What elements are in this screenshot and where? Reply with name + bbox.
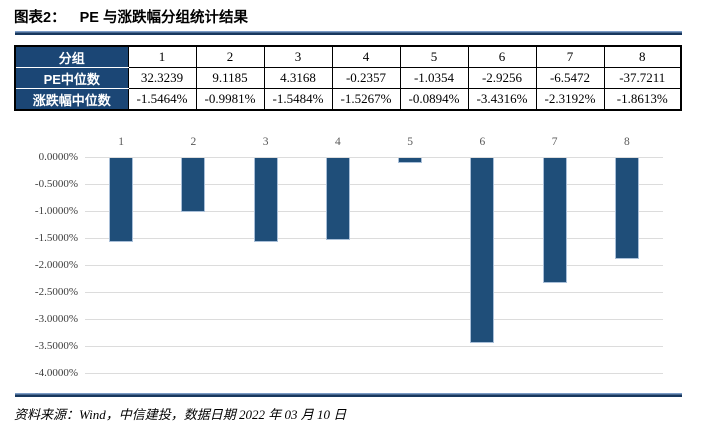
y-axis-tick-label: -0.5000% [34, 178, 78, 190]
y-axis-tick-label: -2.5000% [34, 286, 78, 298]
table-cell: -0.0894% [399, 88, 469, 111]
table-cell: -6.5472 [535, 67, 605, 89]
bar [253, 158, 278, 242]
y-axis-tick-label: 0.0000% [38, 151, 78, 163]
y-axis-tick-label: -3.0000% [34, 313, 78, 325]
gridline [85, 157, 663, 158]
row-header-pe-median: PE中位数 [14, 67, 129, 89]
table-cell: -1.8613% [603, 88, 682, 111]
table-cell: -0.2357 [331, 67, 401, 89]
bar [614, 158, 639, 259]
y-axis-tick-label: -3.5000% [34, 340, 78, 352]
table-cell: -1.5484% [263, 88, 333, 111]
table-cell: 32.3239 [127, 67, 197, 89]
bar [109, 158, 134, 242]
table-cell: -2.9256 [467, 67, 537, 89]
table-cell: -0.9981% [195, 88, 265, 111]
row-header-change-median: 涨跌幅中位数 [14, 88, 129, 111]
figure-title-row: 图表2： PE 与涨跌幅分组统计结果 [14, 6, 248, 27]
x-axis-category-label: 7 [551, 136, 558, 148]
bar [470, 158, 495, 343]
gridline [85, 292, 663, 293]
bar [181, 158, 206, 212]
footer-divider [15, 393, 682, 397]
table-cell: -2.3192% [535, 88, 605, 111]
figure-title: PE 与涨跌幅分组统计结果 [79, 10, 248, 26]
table-cell: 6 [467, 45, 537, 68]
y-axis-tick-label: -1.5000% [34, 232, 78, 244]
table-row-groups: 分组 1 2 3 4 5 6 7 8 [14, 45, 682, 68]
table-cell: -1.5464% [127, 88, 197, 111]
table-cell: 4.3168 [263, 67, 333, 89]
x-axis-category-label: 4 [335, 136, 341, 148]
table-cell: 5 [399, 45, 469, 68]
table-row-change-median: 涨跌幅中位数 -1.5464% -0.9981% -1.5484% -1.526… [14, 88, 682, 111]
table-cell: 7 [535, 45, 605, 68]
gridline [85, 184, 663, 185]
y-axis-tick-label: -4.0000% [34, 367, 78, 379]
table-cell: -3.4316% [467, 88, 537, 111]
bar [325, 158, 350, 240]
table-cell: -37.7211 [603, 67, 682, 89]
table-cell: -1.0354 [399, 67, 469, 89]
gridline [85, 373, 663, 374]
stats-table: 分组 1 2 3 4 5 6 7 8 PE中位数 32.3239 9.1185 … [14, 45, 682, 111]
table-cell: -1.5267% [331, 88, 401, 111]
y-axis-tick-label: -1.0000% [34, 205, 78, 217]
x-axis-category-label: 5 [407, 136, 413, 148]
gridline [85, 265, 663, 266]
table-cell: 3 [263, 45, 333, 68]
bar [542, 158, 567, 283]
x-axis-category-label: 2 [190, 136, 197, 148]
bar-chart: 0.0000% -0.5000% -1.0000% -1.5000% -2.0000% -… [0, 115, 702, 387]
source-note: 资料来源：Wind，中信建投，数据日期 2022 年 03 月 10 日 [14, 407, 347, 422]
gridline [85, 346, 663, 347]
x-axis-category-label: 6 [479, 136, 486, 148]
row-header-group: 分组 [14, 45, 129, 68]
table-cell: 1 [127, 45, 197, 68]
table-row-pe-median: PE中位数 32.3239 9.1185 4.3168 -0.2357 -1.0… [14, 67, 682, 89]
figure-label: 图表2： [14, 10, 66, 26]
table-cell: 2 [195, 45, 265, 68]
header-divider [15, 31, 682, 35]
y-axis-tick-label: -2.0000% [34, 259, 78, 271]
x-axis-category-label: 8 [624, 136, 630, 148]
gridline [85, 238, 663, 239]
gridline [85, 211, 663, 212]
gridline [85, 319, 663, 320]
x-axis-category-label: 3 [262, 136, 269, 148]
table-cell: 4 [331, 45, 401, 68]
table-cell: 9.1185 [195, 67, 265, 89]
table-cell: 8 [603, 45, 682, 68]
bar [398, 158, 423, 163]
x-axis-category-label: 1 [118, 136, 124, 148]
